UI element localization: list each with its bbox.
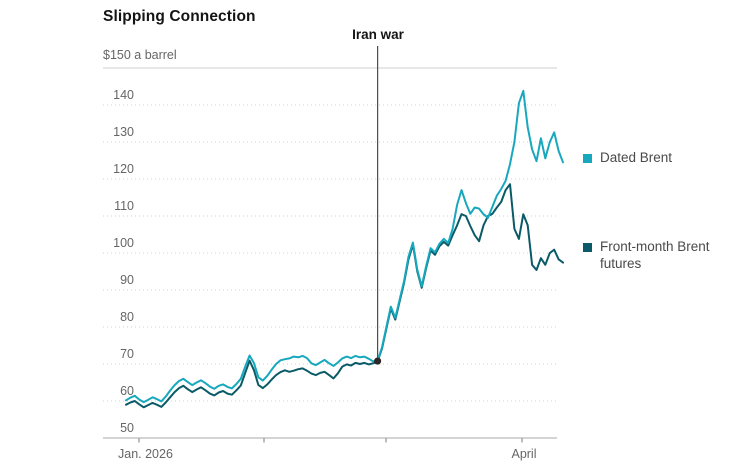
legend-item-front-month-brent-futures: Front-month Brent futures	[583, 239, 745, 272]
y-axis-tick-label: 120	[113, 162, 134, 176]
y-axis-tick-label: 70	[120, 347, 134, 361]
legend-swatch-dated-brent	[583, 154, 592, 163]
y-axis-tick-label: 130	[113, 125, 134, 139]
y-axis-tick-label: 140	[113, 88, 134, 102]
legend-swatch-front-month-brent-futures	[583, 243, 592, 252]
legend-item-dated-brent: Dated Brent	[583, 150, 745, 167]
legend-label: Front-month Brent futures	[600, 239, 710, 271]
y-axis-tick-label: 80	[120, 310, 134, 324]
dated-brent-line	[125, 89, 564, 404]
y-axis-tick-label: 90	[120, 273, 134, 287]
y-axis-unit-label: $150 a barrel	[103, 48, 177, 62]
y-axis-tick-label: 60	[120, 384, 134, 398]
y-axis-tick-label: 100	[113, 236, 134, 250]
event-dot	[374, 357, 382, 365]
y-axis-tick-label: 50	[120, 421, 134, 435]
chart-title: Slipping Connection	[103, 8, 256, 25]
x-axis-label-start: Jan. 2026	[118, 447, 173, 461]
event-annotation-label: Iran war	[352, 27, 404, 42]
front-month-brent-futures-line	[125, 183, 564, 409]
x-axis-label-end: April	[511, 447, 537, 461]
y-axis-tick-label: 110	[114, 199, 134, 213]
legend-label: Dated Brent	[600, 150, 673, 165]
